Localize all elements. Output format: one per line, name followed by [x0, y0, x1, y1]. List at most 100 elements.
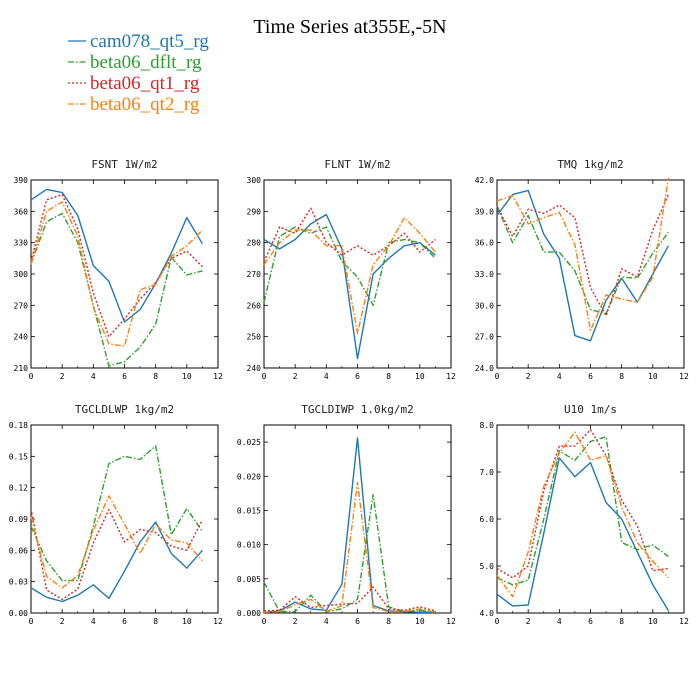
x-tick-label: 8	[619, 617, 624, 626]
y-tick-label: 0.15	[9, 452, 28, 461]
series-line-beta06_dflt_rg	[263, 226, 436, 306]
series-line-beta06_dflt_rg	[30, 445, 203, 582]
x-tick-label: 6	[355, 617, 360, 626]
x-tick-label: 0	[29, 372, 34, 381]
x-tick-label: 0	[262, 617, 267, 626]
y-tick-label: 240	[14, 333, 29, 342]
y-tick-label: 210	[14, 364, 29, 373]
y-tick-label: 260	[247, 301, 262, 310]
x-tick-label: 0	[262, 372, 267, 381]
legend-entry: beta06_dflt_rg	[90, 52, 202, 73]
series-line-beta06_qt1_rg	[30, 508, 204, 601]
series-line-beta06_dflt_rg	[30, 212, 203, 367]
y-tick-label: 0.025	[237, 438, 261, 447]
legend-entry: beta06_qt2_rg	[90, 94, 200, 115]
x-tick-label: 6	[122, 617, 127, 626]
chart-panel: FLNT 1W/m2 0 2 4 6 8 10 12 240 250 260 270 280 290 300	[247, 158, 456, 381]
series-line-beta06_dflt_rg	[496, 205, 669, 315]
panel-title: U10 1m/s	[564, 403, 617, 416]
y-tick-label: 290	[247, 207, 262, 216]
series-line-cam078_qt5_rg	[263, 437, 436, 613]
y-tick-label: 0.010	[237, 541, 261, 550]
chart-title: Time Series at355E,-5N	[253, 16, 446, 38]
plot-frame	[30, 424, 219, 614]
x-tick-label: 4	[557, 617, 562, 626]
y-tick-label: 0.12	[9, 484, 28, 493]
x-tick-label: 12	[446, 372, 456, 381]
series-line-beta06_dflt_rg	[263, 494, 436, 613]
y-tick-label: 0.020	[237, 472, 261, 481]
y-tick-label: 33.0	[475, 270, 494, 279]
x-tick-label: 8	[153, 372, 158, 381]
y-tick-label: 39.0	[475, 207, 494, 216]
x-tick-label: 6	[355, 372, 360, 381]
x-tick-label: 10	[182, 372, 192, 381]
series-line-beta06_qt2_rg	[496, 431, 669, 598]
panel-title: FSNT 1W/m2	[91, 158, 157, 171]
x-tick-label: 2	[293, 617, 298, 626]
y-tick-label: 36.0	[475, 239, 494, 248]
y-tick-label: 360	[14, 207, 29, 216]
y-tick-label: 4.0	[480, 609, 495, 618]
x-tick-label: 4	[324, 617, 329, 626]
x-tick-label: 10	[415, 372, 425, 381]
legend-entry: beta06_qt1_rg	[90, 73, 200, 94]
x-tick-label: 8	[386, 617, 391, 626]
x-tick-label: 4	[557, 372, 562, 381]
panel-title: TGCLDLWP 1kg/m2	[75, 403, 174, 416]
y-tick-label: 5.0	[480, 562, 495, 571]
x-tick-label: 8	[153, 617, 158, 626]
x-tick-label: 10	[182, 617, 192, 626]
y-tick-label: 330	[14, 239, 29, 248]
series-line-cam078_qt5_rg	[496, 457, 669, 611]
x-tick-label: 2	[293, 372, 298, 381]
x-tick-label: 0	[495, 617, 500, 626]
y-tick-label: 270	[14, 301, 29, 310]
y-tick-label: 0.015	[237, 506, 261, 515]
series-line-beta06_qt2_rg	[30, 201, 203, 347]
y-tick-label: 42.0	[475, 176, 494, 185]
legend: cam078_qt5_rgbeta06_dflt_rgbeta06_qt1_rg…	[68, 31, 209, 115]
series-line-cam078_qt5_rg	[30, 521, 203, 603]
x-tick-label: 8	[386, 372, 391, 381]
y-tick-label: 300	[247, 176, 262, 185]
x-tick-label: 12	[679, 617, 689, 626]
y-tick-label: 270	[247, 270, 262, 279]
y-tick-label: 0.18	[9, 421, 28, 430]
series-line-beta06_qt1_rg	[263, 586, 436, 612]
x-tick-label: 4	[324, 372, 329, 381]
plot-frame	[496, 424, 685, 614]
y-tick-label: 250	[247, 333, 262, 342]
x-tick-label: 12	[679, 372, 689, 381]
y-tick-label: 390	[14, 176, 29, 185]
series-line-beta06_qt2_rg	[496, 177, 670, 332]
y-tick-label: 0.09	[9, 515, 28, 524]
panel-title: FLNT 1W/m2	[324, 158, 390, 171]
x-tick-label: 12	[213, 617, 223, 626]
series-line-beta06_qt1_rg	[496, 194, 670, 317]
y-tick-label: 240	[247, 364, 262, 373]
plot-frame	[263, 424, 452, 614]
panel-title: TMQ 1kg/m2	[557, 158, 623, 171]
x-tick-label: 2	[60, 617, 65, 626]
series-line-beta06_dflt_rg	[496, 436, 669, 586]
plot-frame	[263, 179, 452, 369]
series-line-cam078_qt5_rg	[263, 213, 436, 360]
x-tick-label: 6	[588, 617, 593, 626]
y-tick-label: 0.03	[9, 578, 28, 587]
series-line-beta06_qt1_rg	[263, 207, 436, 262]
x-tick-label: 2	[60, 372, 65, 381]
series-line-cam078_qt5_rg	[30, 188, 204, 323]
x-tick-label: 8	[619, 372, 624, 381]
series-line-beta06_qt2_rg	[263, 481, 436, 613]
x-tick-label: 6	[122, 372, 127, 381]
x-tick-label: 0	[29, 617, 34, 626]
x-tick-label: 12	[446, 617, 456, 626]
y-tick-label: 7.0	[480, 468, 495, 477]
y-tick-label: 27.0	[475, 333, 494, 342]
series-line-beta06_qt1_rg	[30, 193, 203, 338]
chart-panel: U10 1m/s 0 2 4 6 8 10 12 4.0 5.0 6.0 7.0 8.0	[480, 403, 689, 626]
chart-panel: TMQ 1kg/m2 0 2 4 6 8 10 12 24.0 27.0 30.0 33.0 36.0 3…	[475, 158, 689, 381]
series-line-beta06_qt2_rg	[263, 216, 436, 335]
